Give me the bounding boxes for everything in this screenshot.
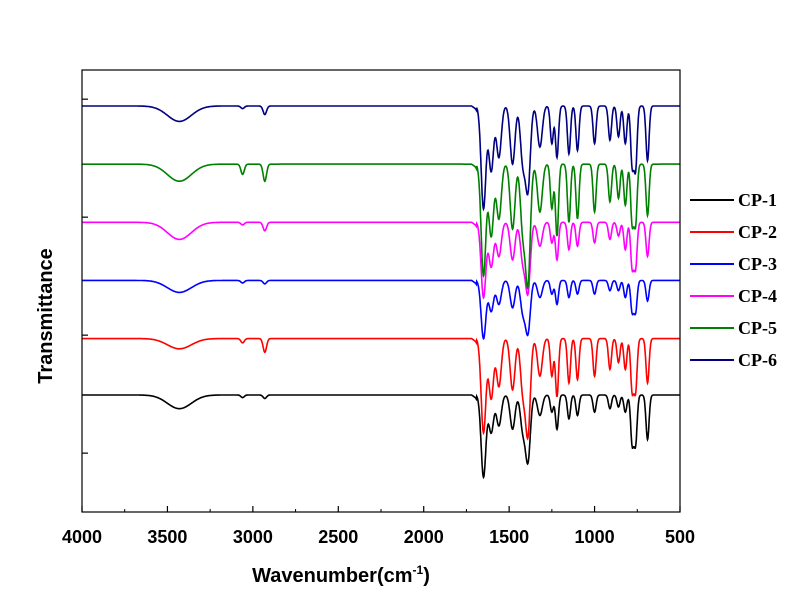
legend-label: CP-4 [738, 286, 777, 306]
legend-label: CP-1 [738, 190, 777, 210]
x-tick-label: 3000 [233, 527, 273, 547]
series-line-cp-3 [82, 279, 680, 341]
series-line-cp-5 [82, 163, 680, 291]
series-lines [82, 105, 680, 480]
x-axis-title-suffix: ) [423, 565, 430, 587]
x-axis-title-text: Wavenumber(cm [252, 565, 412, 587]
legend-label: CP-5 [738, 318, 777, 338]
x-axis: 4000 3500 3000 2500 2000 1500 1000 500 [62, 506, 695, 547]
legend-label: CP-6 [738, 350, 777, 370]
y-axis [82, 98, 88, 454]
series-line-cp-6 [82, 105, 680, 212]
x-axis-title: Wavenumber(cm-1) [252, 563, 430, 587]
x-tick-label: 1500 [489, 527, 529, 547]
x-tick-label: 500 [665, 527, 695, 547]
x-tick-label: 2500 [318, 527, 358, 547]
x-tick-label: 2000 [404, 527, 444, 547]
x-tick-label: 4000 [62, 527, 102, 547]
series-line-cp-2 [82, 337, 680, 441]
legend: CP-1 CP-2 CP-3 CP-4 CP-5 CP-6 [690, 190, 777, 370]
legend-label: CP-2 [738, 222, 777, 242]
y-axis-title: Transmittance [35, 248, 57, 384]
x-tick-label: 1000 [575, 527, 615, 547]
x-axis-title-superscript: -1 [413, 563, 424, 577]
series-line-cp-1 [82, 393, 680, 480]
legend-label: CP-3 [738, 254, 777, 274]
series-line-cp-4 [82, 220, 680, 300]
x-tick-label: 3500 [147, 527, 187, 547]
